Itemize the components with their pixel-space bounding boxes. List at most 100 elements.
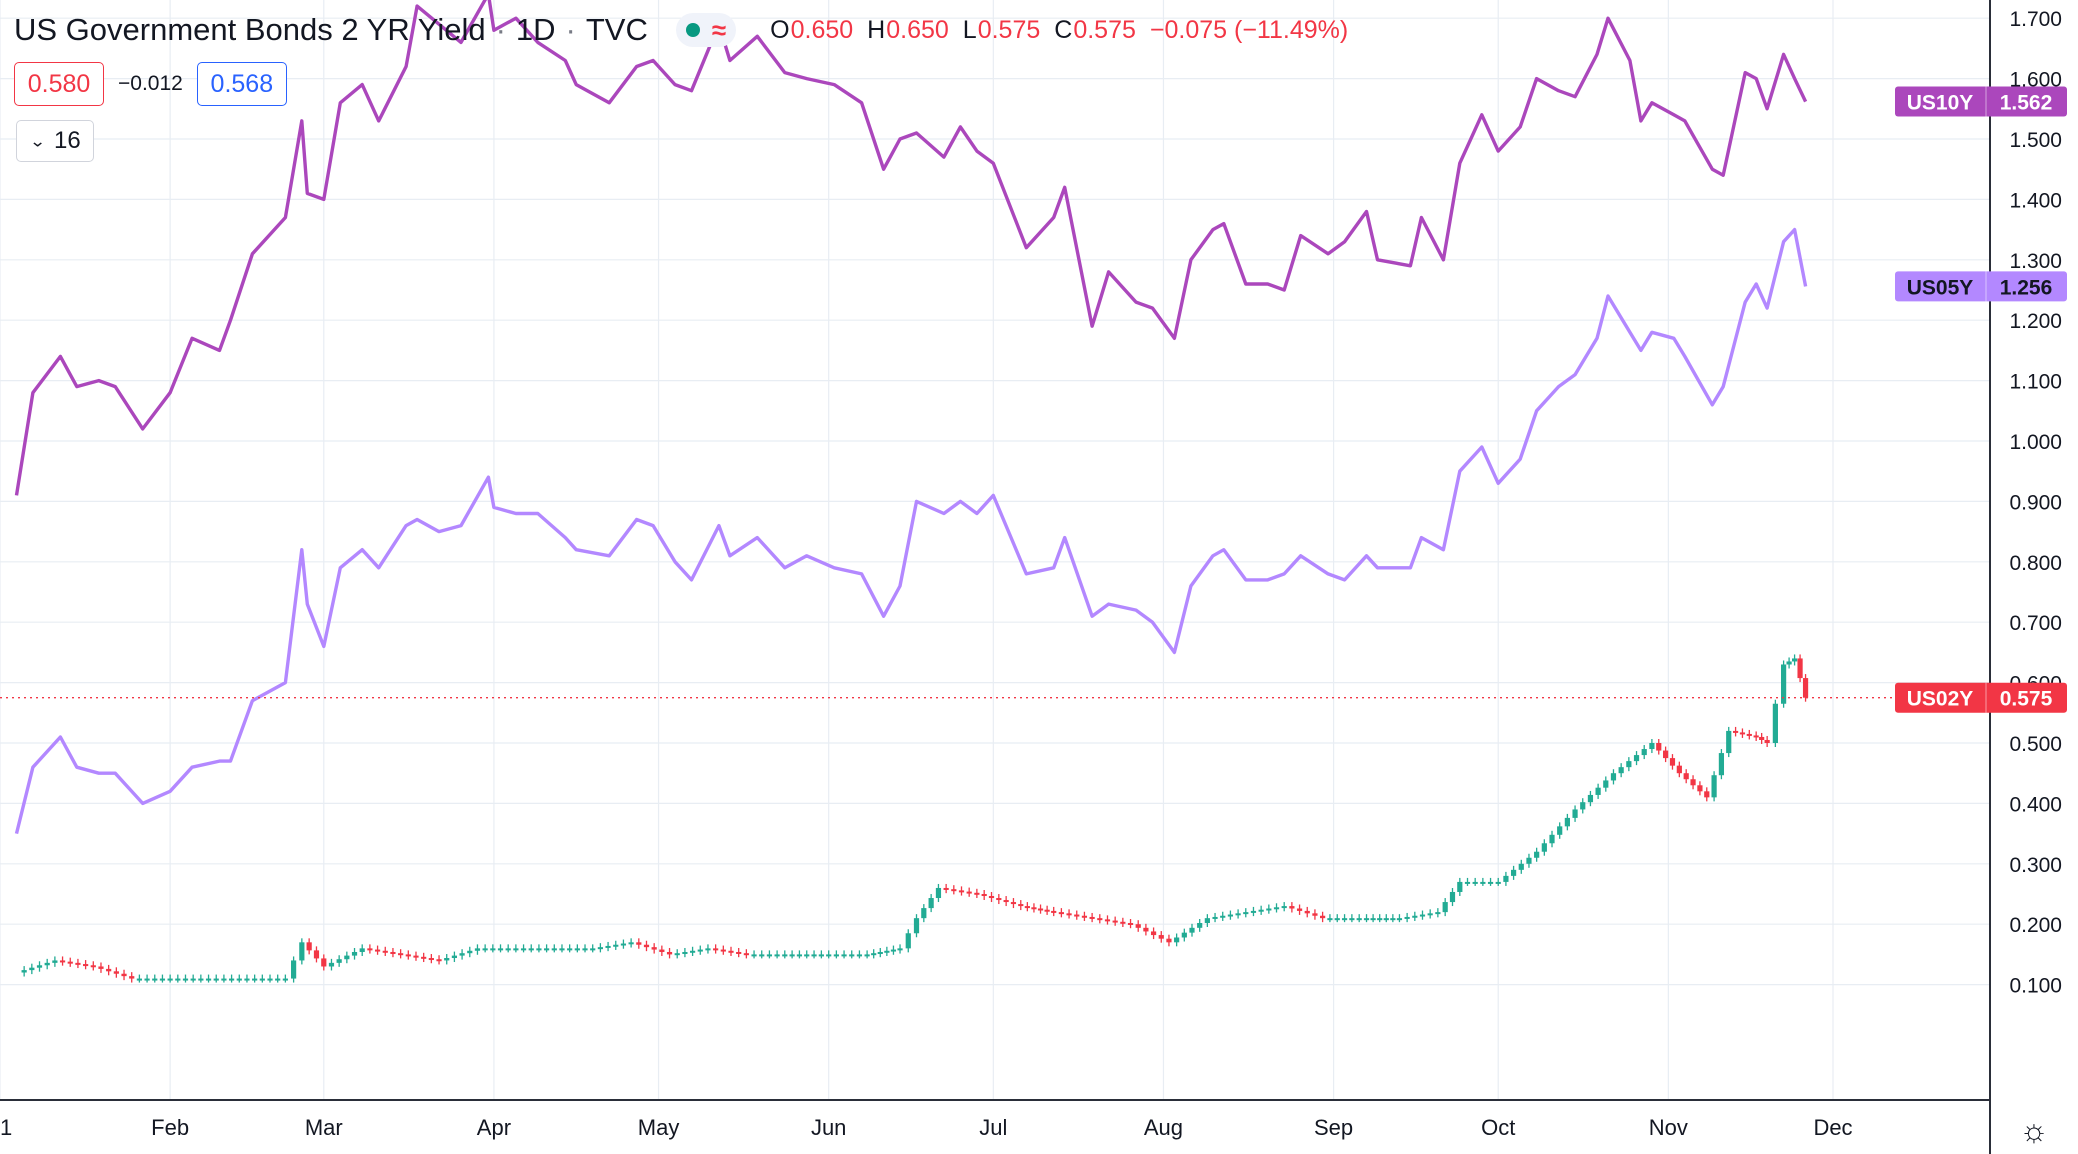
price-tag-name: US02Y [1907, 688, 1974, 711]
candle-body [1089, 916, 1095, 919]
candle-body [643, 944, 650, 948]
candle-body [905, 933, 911, 949]
candle-body [520, 948, 527, 951]
y-tick-label: 1.400 [2009, 189, 2062, 212]
separator-dot: · [565, 12, 576, 47]
candle-body [205, 978, 212, 981]
series-us02y [21, 654, 1809, 983]
candle-body [826, 954, 832, 957]
candle-body [856, 954, 863, 957]
studies-toggle-button[interactable]: ⌄ 16 [16, 120, 94, 162]
candle-body [1135, 924, 1141, 928]
candle-body [728, 950, 734, 953]
candle-body [943, 887, 949, 890]
candle-body [1327, 918, 1333, 921]
y-tick-label: 0.500 [2009, 733, 2062, 756]
candle-body [1656, 743, 1662, 751]
candle-body [935, 887, 942, 899]
y-tick-label: 1.300 [2009, 250, 2062, 273]
x-tick-label: Mar [305, 1115, 343, 1140]
candle-body [1610, 773, 1617, 781]
series-line-us10y [14, 0, 1808, 496]
x-tick-label: May [638, 1115, 680, 1140]
candle-body [1626, 761, 1632, 768]
candle-body [1010, 902, 1017, 905]
candle-body [1018, 904, 1024, 907]
candle-body [67, 961, 73, 964]
candle-body [1158, 935, 1164, 939]
candle-body [1197, 922, 1203, 928]
x-tick-label: 21 [0, 1115, 12, 1140]
price-tag-value: 1.562 [2000, 92, 2053, 115]
candle-body [1603, 780, 1609, 788]
candle-body [782, 954, 788, 957]
price-tag-us02y: US02Y 0.575 [1895, 682, 2067, 713]
source-label: TVC [585, 12, 648, 47]
candle-body [299, 942, 305, 961]
candle-body [175, 978, 181, 981]
x-tick-label: Jun [811, 1115, 846, 1140]
market-status-pill[interactable]: ≈ [675, 13, 737, 47]
candle-body [1356, 918, 1362, 921]
candle-body [1031, 907, 1037, 910]
candle-body [551, 948, 557, 951]
candle-body [1273, 907, 1280, 910]
y-tick-label: 1.200 [2009, 310, 2062, 333]
candle-body [1564, 817, 1570, 827]
candle-body [1802, 678, 1809, 698]
price-tag-bg [1895, 86, 2067, 117]
x-tick-label: Feb [151, 1115, 189, 1140]
interval-label[interactable]: 1D [515, 12, 556, 47]
candle-body [1003, 900, 1009, 903]
candle-body [651, 947, 657, 950]
candle-body [451, 955, 458, 959]
candle-body [1112, 920, 1118, 923]
x-tick-label: Nov [1649, 1115, 1688, 1140]
candle-body [951, 889, 957, 892]
x-tick-label: Aug [1144, 1115, 1183, 1140]
candle-body [121, 973, 127, 977]
low-label: L [962, 15, 977, 44]
symbol-title[interactable]: US Government Bonds 2 YR Yield [14, 12, 486, 47]
candle-body [1150, 931, 1157, 936]
open-value: 0.650 [790, 15, 854, 44]
candle-body [1753, 735, 1759, 738]
candle-body [1304, 910, 1310, 914]
candle-body [1412, 915, 1418, 918]
candle-body [1227, 914, 1234, 917]
candle-body [1174, 937, 1180, 943]
candle-body [1312, 913, 1318, 916]
y-tick-label: 0.900 [2009, 491, 2062, 514]
candle-body [1449, 891, 1456, 903]
candle-body [877, 951, 883, 954]
candle-body [864, 954, 870, 957]
candle-body [129, 976, 135, 979]
series-line-us05y [14, 227, 1808, 835]
candle-body [428, 958, 434, 961]
settings-icon[interactable]: ☼ [2019, 1111, 2049, 1148]
candle-body [736, 951, 742, 954]
candle-body [490, 948, 496, 951]
y-tick-label: 1.700 [2009, 8, 2062, 31]
open-label: O [770, 15, 790, 44]
candle-body [1572, 809, 1578, 818]
y-tick-label: 0.700 [2009, 612, 2062, 635]
price-tag-us05y: US05Y 1.256 [1895, 271, 2067, 302]
candle-body [1166, 938, 1172, 943]
candle-body [1457, 881, 1463, 892]
candle-body [1419, 914, 1426, 917]
candle-body [528, 948, 534, 951]
candle-body [1435, 912, 1441, 915]
candle-body [1781, 664, 1787, 704]
candle-body [682, 951, 688, 954]
y-tick-label: 0.100 [2009, 975, 2062, 998]
candle-body [559, 948, 565, 951]
low-value: 0.575 [977, 15, 1041, 44]
candle-body [1363, 918, 1370, 921]
candle-body [841, 954, 847, 957]
candle-body [697, 949, 703, 952]
buy-button[interactable]: 0.568 [196, 62, 287, 106]
candle-body [1791, 658, 1798, 662]
sell-button[interactable]: 0.580 [14, 62, 104, 106]
